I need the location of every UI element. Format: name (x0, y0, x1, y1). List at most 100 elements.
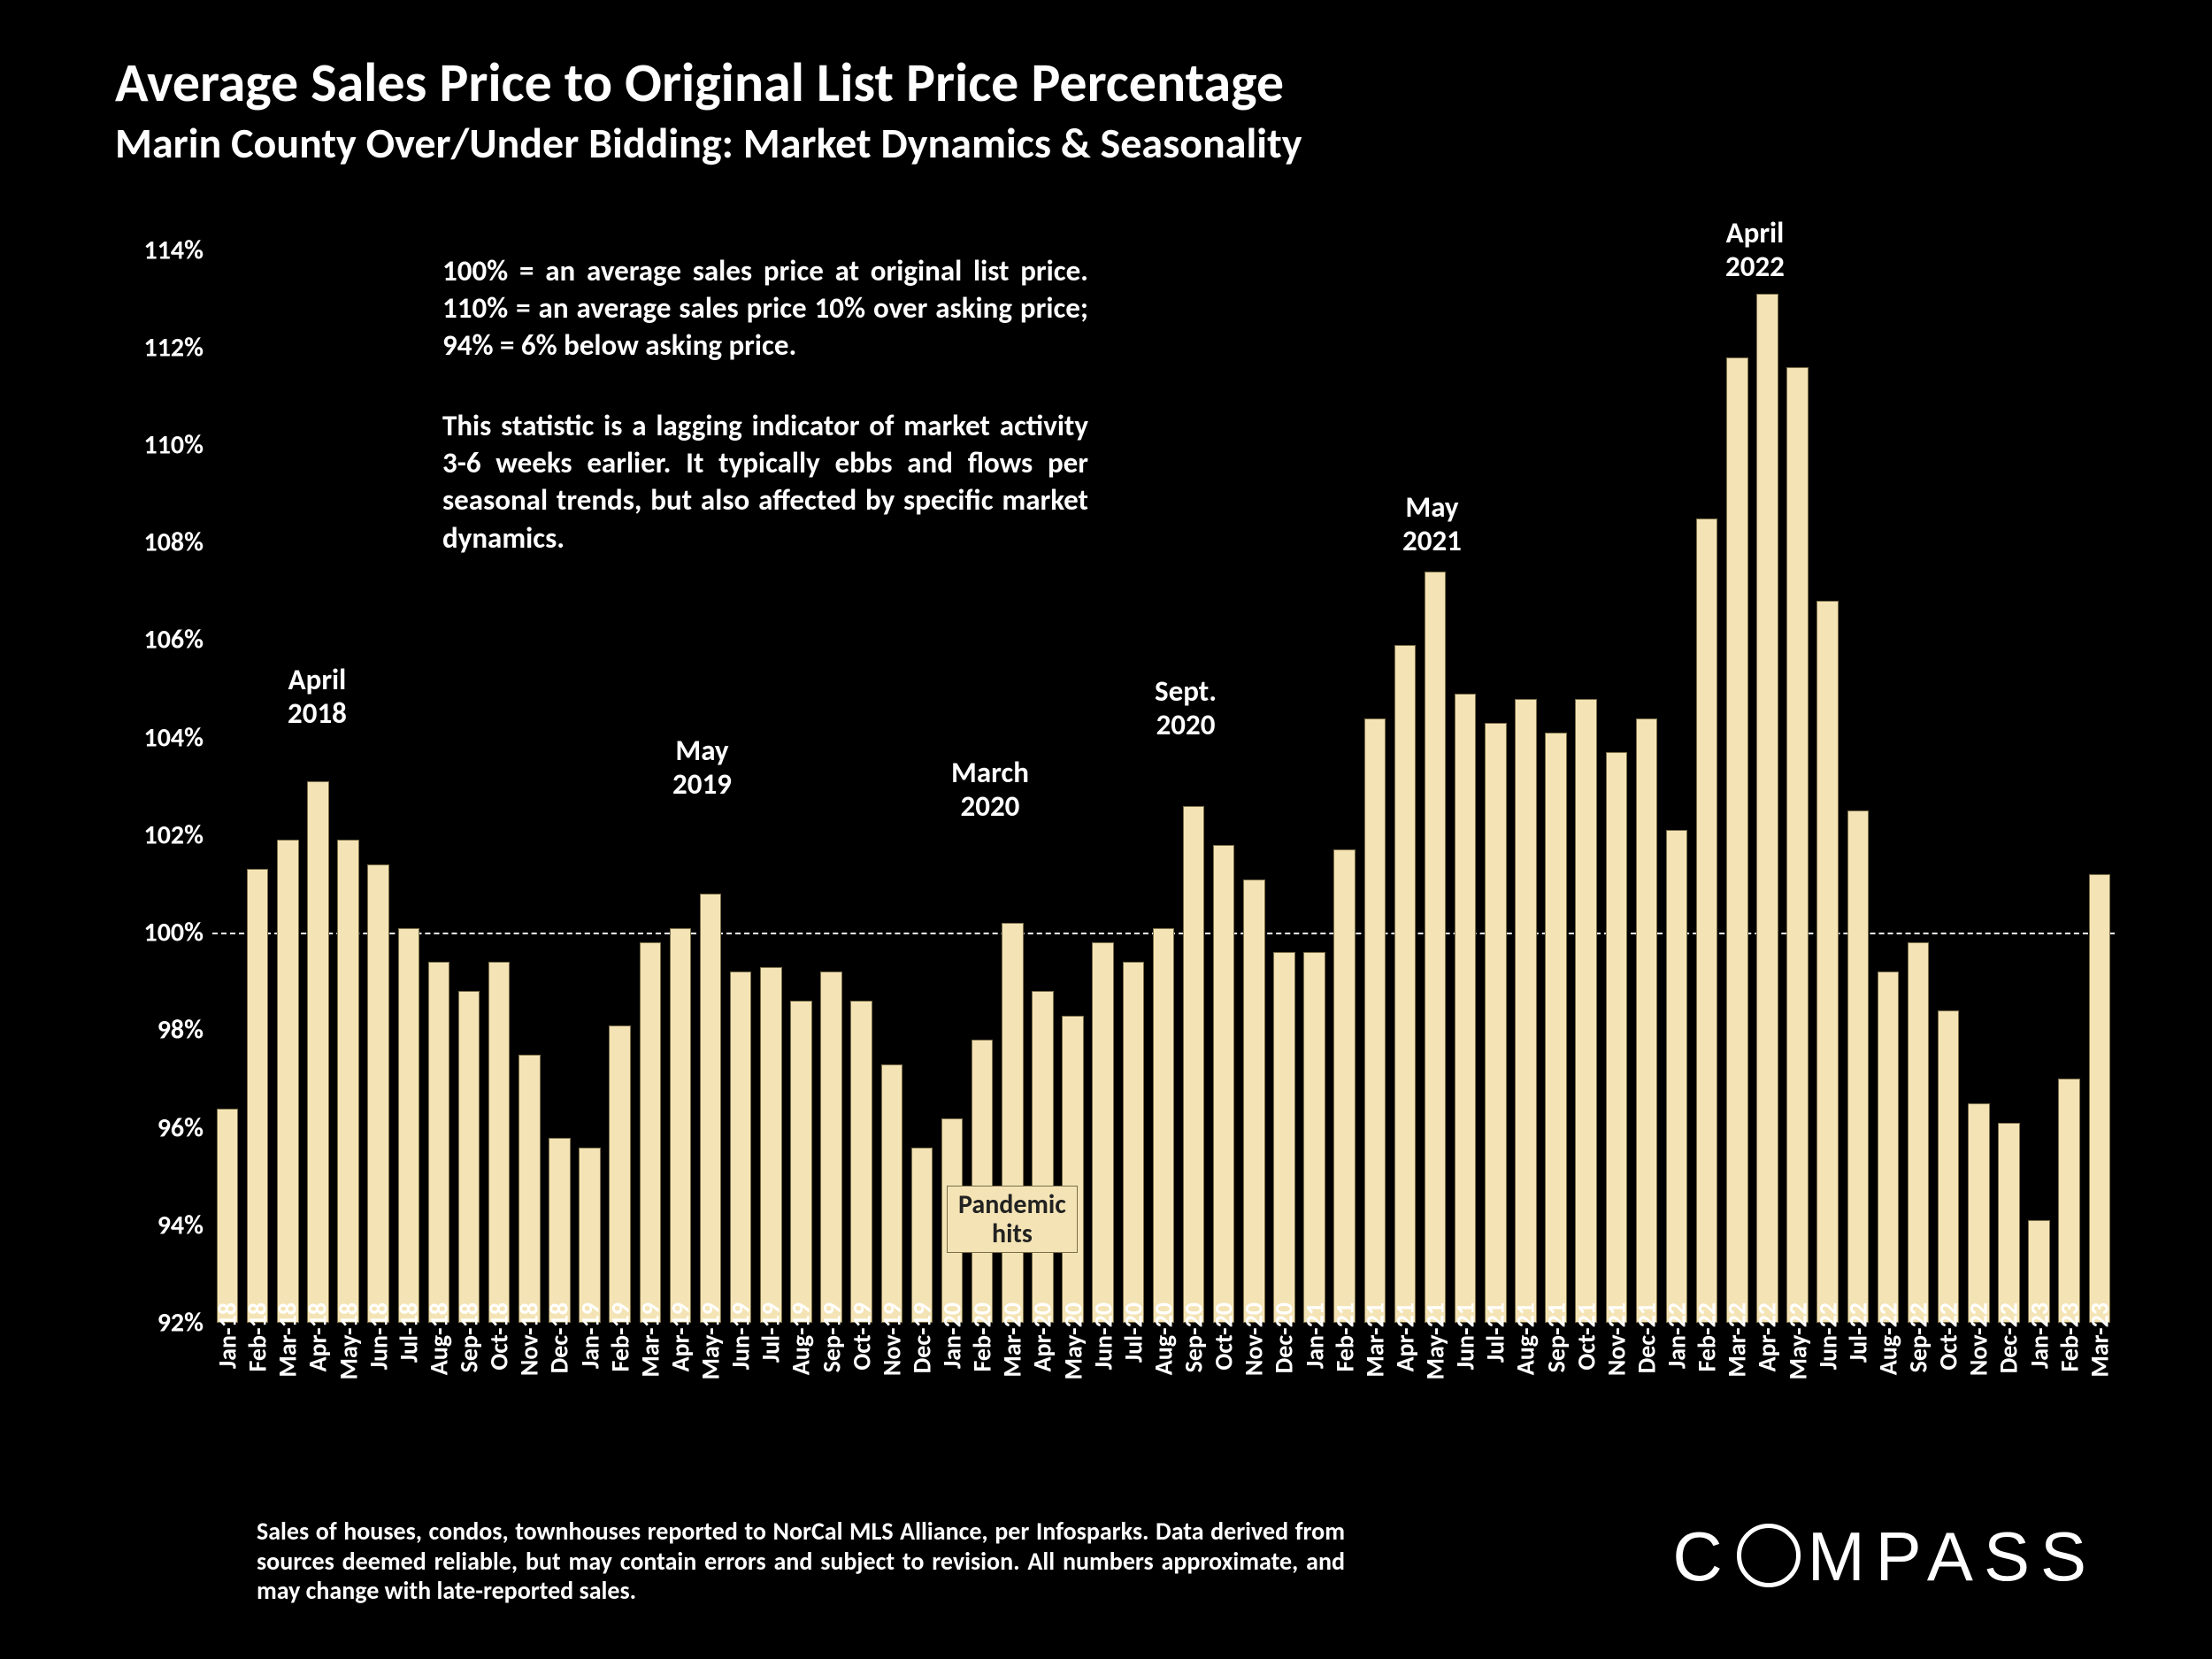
x-axis-label: Nov-19 (876, 1302, 907, 1376)
bar-slot: Sep-19 (817, 226, 847, 1323)
x-axis-label: Jul-20 (1118, 1302, 1148, 1363)
annotation-line: 2019 (672, 766, 732, 802)
x-axis-label: Dec-19 (906, 1302, 937, 1373)
x-axis-label: Apr-21 (1389, 1302, 1420, 1371)
bar (730, 972, 752, 1323)
bar-slot: Nov-19 (877, 226, 907, 1323)
bar-slot: Jun-20 (1088, 226, 1118, 1323)
bar-slot: Sep-21 (1541, 226, 1571, 1323)
bar-slot: Nov-20 (1239, 226, 1269, 1323)
y-axis-tick: 98% (115, 1014, 204, 1047)
x-axis-label: Oct-18 (484, 1302, 515, 1371)
bar-slot: Jan-23 (2024, 226, 2055, 1323)
bar-slot: Aug-19 (786, 226, 816, 1323)
bar (640, 942, 662, 1323)
bar (700, 894, 722, 1323)
bar-slot: Oct-19 (847, 226, 877, 1323)
bar (1032, 991, 1054, 1323)
bar-slot: May-20 (1058, 226, 1088, 1323)
x-axis-label: Jun-18 (363, 1302, 394, 1370)
annotation-line: 2020 (961, 788, 1020, 824)
y-axis-tick: 102% (115, 818, 204, 851)
bar (1575, 699, 1597, 1323)
x-axis-label: Mar-23 (2084, 1302, 2115, 1378)
x-axis-label: Nov-20 (1239, 1302, 1270, 1376)
x-axis-label: Oct-22 (1933, 1302, 1964, 1371)
bar (1123, 962, 1145, 1323)
plot-area: Jan-18Feb-18Mar-18Apr-18May-18Jun-18Jul-… (212, 226, 2115, 1323)
annotation-line: May (675, 733, 728, 768)
bar-slot: Dec-21 (1632, 226, 1662, 1323)
bar-slot: Dec-22 (1993, 226, 2024, 1323)
x-axis-label: Jan-18 (212, 1302, 243, 1369)
bar (1183, 806, 1205, 1323)
chart-title: Average Sales Price to Original List Pri… (115, 49, 1284, 116)
x-axis-label: Apr-20 (1027, 1302, 1058, 1371)
bar (1847, 810, 1870, 1323)
x-axis-label: Aug-22 (1872, 1302, 1903, 1375)
logo-text: C (1672, 1517, 1732, 1597)
x-axis-label: May-19 (695, 1302, 726, 1380)
bar (337, 840, 359, 1323)
bar (1273, 952, 1295, 1323)
x-axis-label: Feb-23 (2054, 1302, 2085, 1372)
bar (1243, 879, 1265, 1324)
bar-slot: Jun-22 (1813, 226, 1843, 1323)
bar (458, 991, 480, 1323)
bar-slot: Jan-21 (1300, 226, 1330, 1323)
bar (1756, 294, 1778, 1323)
bar (1545, 733, 1567, 1323)
bar (1786, 367, 1809, 1323)
footer-disclaimer: Sales of houses, condos, townhouses repo… (257, 1517, 1345, 1606)
x-axis-label: Jul-19 (756, 1302, 787, 1363)
x-axis-label: Oct-19 (846, 1302, 877, 1371)
bar-slot: Feb-23 (2055, 226, 2085, 1323)
x-axis-label: May-18 (333, 1302, 364, 1380)
bar (1333, 849, 1356, 1323)
bar (760, 967, 782, 1323)
page: Average Sales Price to Original List Pri… (0, 0, 2212, 1659)
bar-slot: May-22 (1783, 226, 1813, 1323)
x-axis-label: Sep-19 (816, 1302, 847, 1372)
bar-slot: May-18 (334, 226, 364, 1323)
x-axis-label: Dec-22 (1993, 1302, 2024, 1373)
chart-subtitle: Marin County Over/Under Bidding: Market … (115, 117, 1302, 169)
bar-slot: Apr-18 (303, 226, 333, 1323)
x-axis-label: Oct-20 (1209, 1302, 1240, 1371)
bar-slot: Jul-20 (1118, 226, 1148, 1323)
bar-slot: Oct-22 (1933, 226, 1963, 1323)
annotation-line: Sept. (1155, 673, 1217, 709)
x-axis-label: Dec-18 (544, 1302, 575, 1373)
x-axis-label: Jan-20 (937, 1302, 968, 1369)
bar (549, 1138, 571, 1323)
y-axis-tick: 108% (115, 526, 204, 559)
bar-slot: Mar-23 (2085, 226, 2115, 1323)
bars-container: Jan-18Feb-18Mar-18Apr-18May-18Jun-18Jul-… (212, 226, 2115, 1323)
bar (1364, 718, 1386, 1323)
bar-slot: Jan-19 (575, 226, 605, 1323)
x-axis-label: Nov-22 (1963, 1302, 1994, 1376)
x-axis-label: Mar-21 (1359, 1302, 1390, 1378)
bar (1726, 357, 1748, 1323)
x-axis-label: Apr-19 (664, 1302, 695, 1371)
x-axis-label: Dec-21 (1631, 1302, 1662, 1373)
annotation-line: April (1726, 215, 1785, 250)
bar-slot: Sep-18 (454, 226, 484, 1323)
bar (1696, 518, 1718, 1323)
bar (367, 864, 389, 1323)
bar-slot: Nov-22 (1963, 226, 1993, 1323)
x-axis-label: Feb-20 (967, 1302, 998, 1372)
bar (2058, 1079, 2080, 1323)
x-axis-label: Feb-21 (1329, 1302, 1360, 1372)
bar-slot: Nov-18 (514, 226, 544, 1323)
bar-slot: Mar-21 (1360, 226, 1390, 1323)
bar (2089, 874, 2111, 1323)
bar-slot: Dec-18 (544, 226, 574, 1323)
bar (790, 1001, 812, 1323)
bar-slot: Oct-18 (484, 226, 514, 1323)
y-axis-tick: 92% (115, 1307, 204, 1340)
annotation-line: May (1405, 489, 1458, 525)
bar-slot: Sep-22 (1903, 226, 1933, 1323)
x-axis-label: Sep-22 (1903, 1302, 1934, 1372)
x-axis-label: Mar-22 (1722, 1302, 1753, 1378)
